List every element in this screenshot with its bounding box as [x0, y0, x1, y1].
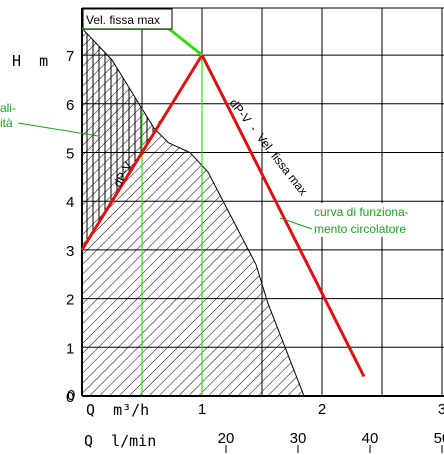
y-tick-label: 5: [66, 146, 74, 163]
left-note-line1: ali-: [0, 101, 16, 115]
y-tick-label: 2: [66, 292, 74, 309]
x2-tick-label: 40: [362, 430, 379, 447]
series-line-1: [200, 54, 366, 378]
x-axis-label: Q m³/h: [86, 401, 149, 419]
left-note-line2: ità: [0, 116, 13, 130]
dpv-velfissa-label: dP-V - Vel. fissa max: [227, 96, 311, 198]
x-tick-label: 3: [438, 401, 444, 418]
y-tick-label: 0: [66, 389, 74, 406]
x2-tick-labels: 20 30 40 50: [218, 430, 444, 453]
y-tick-label: 3: [66, 243, 74, 260]
x2-tick-label: 30: [290, 430, 307, 447]
x2-tick-label: 20: [218, 430, 235, 447]
y-tick-labels: 0 1 2 3 4 5 6 7: [66, 48, 74, 406]
y-axis-label: H m: [12, 52, 48, 70]
y-tick-label: 6: [66, 97, 74, 114]
guide-lines: [141, 55, 203, 396]
left-note-pointer: [17, 122, 99, 137]
x-tick-label: 0: [67, 387, 75, 404]
curva-label-bg: [312, 203, 434, 237]
x-tick-labels: 0 1 2 3: [67, 387, 444, 418]
x2-tick-label: 50: [434, 430, 444, 447]
vel-fissa-legend-label: Vel. fissa max: [86, 13, 160, 27]
y-tick-label: 4: [66, 194, 74, 211]
y-tick-label: 1: [66, 340, 74, 357]
x-tick-label: 2: [318, 401, 326, 418]
curva-label-line2: mento circolatore: [314, 222, 406, 236]
x-tick-label: 1: [198, 401, 206, 418]
curva-label-line1: curva di funziona-: [314, 205, 409, 219]
vel-fissa-legend-box: [82, 8, 173, 30]
curva-label-pointer: [279, 217, 313, 230]
series-line-0: [80, 54, 204, 251]
vertical-hatch-area: [82, 28, 176, 250]
y-tick-label: 7: [66, 48, 74, 65]
hatched-regions: [82, 27, 305, 396]
axes-frame: [81, 7, 444, 397]
x2-axis-label: Q l/min: [84, 432, 156, 450]
